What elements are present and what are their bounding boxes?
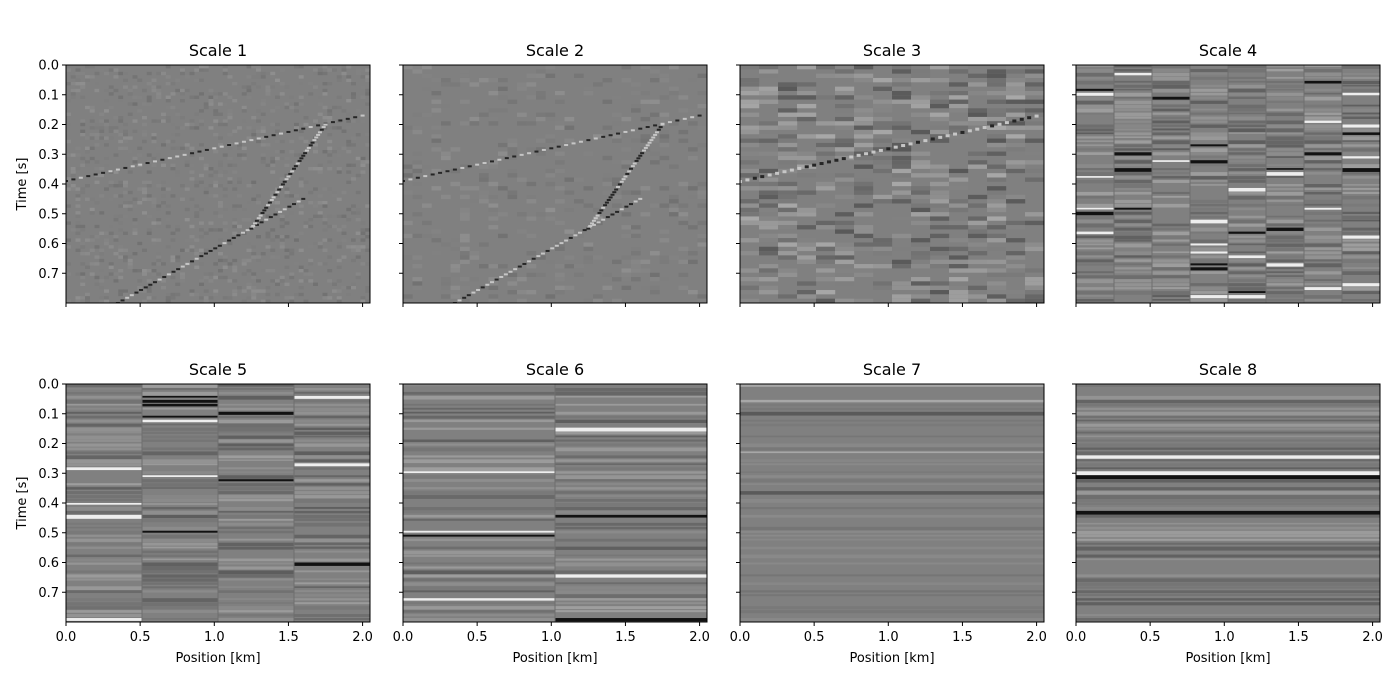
x-tick-label: 0.5 [130, 630, 151, 645]
x-axis-label: Position [km] [1185, 651, 1270, 666]
x-tick-label: 0.0 [56, 630, 77, 645]
y-tick-label: 0.1 [38, 407, 59, 422]
y-tick-label: 0.0 [38, 59, 59, 74]
panel-image-6 [403, 384, 707, 622]
panel-title: Scale 5 [189, 360, 247, 379]
panel-3: Scale 3 [736, 41, 1045, 307]
panel-title: Scale 6 [526, 360, 584, 379]
x-tick-label: 2.0 [1362, 630, 1383, 645]
x-tick-label: 2.0 [352, 630, 373, 645]
panel-image-7 [740, 384, 1044, 622]
panel-title: Scale 1 [189, 41, 247, 60]
y-tick-label: 0.4 [38, 178, 59, 193]
y-axis-label: Time [s] [15, 158, 30, 212]
y-tick-label: 0.5 [38, 526, 59, 541]
panel-image-2 [403, 65, 707, 303]
x-axis-label: Position [km] [849, 651, 934, 666]
x-tick-label: 0.0 [1066, 630, 1087, 645]
panel-title: Scale 4 [1199, 41, 1257, 60]
x-tick-label: 0.5 [804, 630, 825, 645]
x-tick-label: 2.0 [1026, 630, 1047, 645]
y-tick-label: 0.7 [38, 267, 59, 282]
panel-5: Scale 5 0.0 0.1 0.2 0.3 0.4 0.5 0.6 0.7 0.0 0.5 1.0… [15, 360, 373, 666]
x-axis-label: Position [km] [175, 651, 260, 666]
x-tick-label: 1.5 [615, 630, 636, 645]
x-tick-label: 0.5 [1140, 630, 1161, 645]
x-tick-label: 1.0 [541, 630, 562, 645]
x-tick-label: 1.5 [952, 630, 973, 645]
x-axis-label: Position [km] [512, 651, 597, 666]
x-tick-label: 1.0 [204, 630, 225, 645]
x-tick-label: 2.0 [689, 630, 710, 645]
x-tick-label: 1.0 [1214, 630, 1235, 645]
x-tick-label: 1.5 [278, 630, 299, 645]
y-tick-label: 0.4 [38, 497, 59, 512]
y-tick-label: 0.2 [38, 437, 59, 452]
x-tick-label: 0.0 [393, 630, 414, 645]
x-tick-label: 1.5 [1288, 630, 1309, 645]
y-tick-label: 0.6 [38, 237, 59, 252]
panel-image-1 [66, 65, 370, 303]
y-tick-label: 0.5 [38, 207, 59, 222]
panel-8: Scale 8 0.0 0.5 1.0 1.5 2.0 Position [km] [1066, 360, 1383, 666]
y-tick-label: 0.0 [38, 378, 59, 393]
panel-title: Scale 2 [526, 41, 584, 60]
y-axis-label: Time [s] [15, 477, 30, 531]
y-tick-label: 0.1 [38, 88, 59, 103]
x-tick-label: 0.5 [467, 630, 488, 645]
panel-image-8 [1076, 384, 1380, 622]
panel-1: Scale 1 0.0 0.1 0.2 0.3 0.4 0.5 0.6 0.7 Time [s] [15, 41, 371, 307]
y-tick-label: 0.3 [38, 467, 59, 482]
panel-title: Scale 7 [863, 360, 921, 379]
panel-image-3 [740, 65, 1044, 303]
y-tick-label: 0.6 [38, 556, 59, 571]
panel-6: Scale 6 0.0 0.5 1.0 1.5 2.0 Position [km] [393, 360, 710, 666]
panel-image-5 [66, 384, 370, 622]
panel-title: Scale 8 [1199, 360, 1257, 379]
panel-image-4 [1076, 65, 1380, 303]
panel-2: Scale 2 [399, 41, 708, 307]
y-tick-label: 0.3 [38, 148, 59, 163]
panel-7: Scale 7 0.0 0.5 1.0 1.5 2.0 Position [km] [730, 360, 1047, 666]
x-tick-label: 1.0 [878, 630, 899, 645]
panel-title: Scale 3 [863, 41, 921, 60]
y-tick-label: 0.2 [38, 118, 59, 133]
x-tick-label: 0.0 [730, 630, 751, 645]
panel-4: Scale 4 [1072, 41, 1381, 307]
y-tick-label: 0.7 [38, 586, 59, 601]
